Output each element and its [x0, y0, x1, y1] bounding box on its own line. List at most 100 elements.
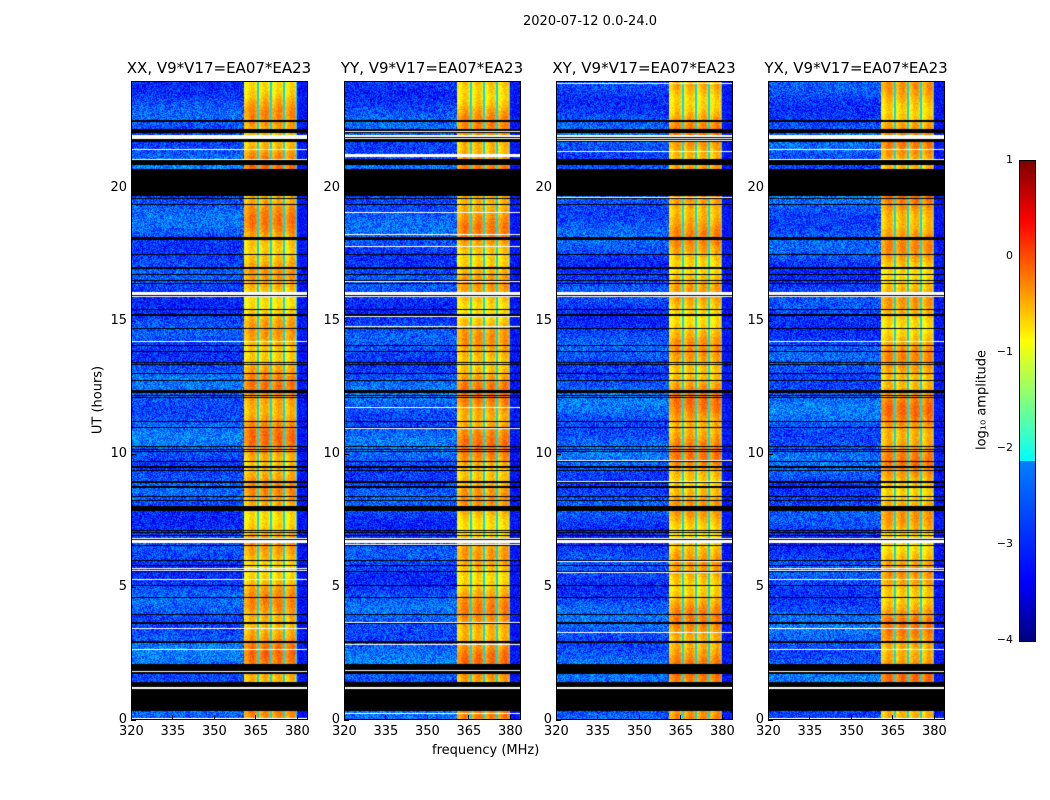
x-tick [809, 715, 811, 720]
y-tick-label: 0 [543, 712, 552, 727]
y-tick [131, 720, 136, 721]
y-tick-label: 10 [110, 445, 127, 461]
y-tick [556, 453, 561, 455]
x-tick-label: 335 [373, 724, 399, 739]
heatmap-panel-2 [556, 81, 733, 720]
heatmap-cells [556, 81, 733, 720]
y-tick-label: 20 [110, 179, 127, 195]
colorbar-tick-label: 0 [1006, 249, 1013, 262]
y-tick-label: 15 [535, 312, 552, 328]
x-tick [768, 715, 769, 720]
x-tick [296, 715, 298, 720]
colorbar-tick-label: −4 [996, 633, 1013, 646]
colorbar-tick-label: −2 [996, 441, 1013, 454]
x-tick-label: 320 [544, 724, 569, 739]
x-tick [426, 715, 428, 720]
heatmap-panel-0 [131, 81, 308, 720]
heatmap-cells [131, 81, 308, 720]
x-tick-label: 365 [668, 724, 694, 739]
y-tick [344, 720, 349, 721]
y-tick [131, 320, 136, 322]
x-tick-label: 320 [756, 724, 781, 739]
y-tick [556, 187, 561, 189]
y-tick-label: 0 [331, 712, 340, 727]
x-tick [172, 715, 174, 720]
x-tick [638, 715, 640, 720]
x-tick-label: 350 [414, 724, 440, 739]
panel-title: YY, V9*V17=EA07*EA23 [340, 59, 524, 77]
panel-title: XX, V9*V17=EA07*EA23 [126, 59, 312, 77]
y-tick-label: 0 [755, 712, 764, 727]
x-tick-label: 380 [921, 724, 947, 739]
x-tick-label: 350 [201, 724, 227, 739]
y-tick [344, 586, 349, 588]
y-tick [344, 187, 349, 189]
y-tick [344, 320, 349, 322]
y-tick [768, 320, 773, 322]
x-tick [213, 715, 215, 720]
heatmap-cells [344, 81, 521, 720]
colorbar [1019, 160, 1036, 642]
axes-frame [768, 81, 945, 720]
y-tick-label: 5 [331, 578, 340, 594]
heatmap-panel-3 [768, 81, 945, 720]
x-tick-label: 350 [626, 724, 652, 739]
y-tick-label: 0 [118, 712, 127, 727]
x-tick [892, 715, 894, 720]
y-tick-label: 20 [747, 179, 764, 195]
y-tick [131, 453, 136, 455]
axes-frame [344, 81, 521, 720]
y-tick-label: 15 [323, 312, 340, 328]
figure-title: 2020-07-12 0.0-24.0 [523, 14, 657, 29]
heatmap-cells [768, 81, 945, 720]
x-tick-label: 335 [585, 724, 611, 739]
x-tick-label: 380 [709, 724, 735, 739]
colorbar-label: log₁₀ amplitude [974, 349, 990, 451]
x-tick [468, 715, 470, 720]
axes-frame [556, 81, 733, 720]
y-tick [131, 187, 136, 189]
y-tick-label: 15 [110, 312, 127, 328]
x-tick-label: 380 [284, 724, 310, 739]
y-tick-label: 20 [535, 179, 552, 195]
panel-title: XY, V9*V17=EA07*EA23 [552, 59, 736, 77]
x-tick-label: 335 [160, 724, 186, 739]
x-tick-label: 380 [497, 724, 523, 739]
y-tick [556, 586, 561, 588]
x-tick [385, 715, 387, 720]
y-tick-label: 5 [755, 578, 764, 594]
x-axis-label: frequency (MHz) [432, 743, 540, 758]
colorbar-tick-label: −3 [996, 537, 1013, 550]
x-tick-label: 365 [243, 724, 269, 739]
y-tick-label: 15 [747, 312, 764, 328]
y-tick [131, 586, 136, 588]
y-tick [344, 453, 349, 455]
x-tick [556, 715, 557, 720]
y-tick [768, 720, 773, 721]
y-tick [768, 187, 773, 189]
y-axis-label: UT (hours) [90, 365, 106, 435]
x-tick [344, 715, 345, 720]
heatmap-panel-1 [344, 81, 521, 720]
y-tick-label: 5 [543, 578, 552, 594]
y-tick [768, 453, 773, 455]
x-tick [721, 715, 723, 720]
y-tick-label: 20 [323, 179, 340, 195]
y-tick [768, 586, 773, 588]
x-tick [509, 715, 511, 720]
x-tick [597, 715, 599, 720]
y-tick [556, 720, 561, 721]
x-tick-label: 365 [880, 724, 906, 739]
colorbar-tick-label: −1 [996, 345, 1013, 358]
x-tick [933, 715, 935, 720]
x-tick [255, 715, 257, 720]
x-tick [680, 715, 682, 720]
x-tick-label: 320 [332, 724, 357, 739]
colorbar-tick-label: 1 [1006, 153, 1013, 166]
y-tick-label: 10 [535, 445, 552, 461]
x-tick-label: 335 [797, 724, 823, 739]
y-tick-label: 5 [118, 578, 127, 594]
x-tick-label: 365 [456, 724, 482, 739]
x-tick-label: 350 [838, 724, 864, 739]
panel-title: YX, V9*V17=EA07*EA23 [764, 59, 948, 77]
